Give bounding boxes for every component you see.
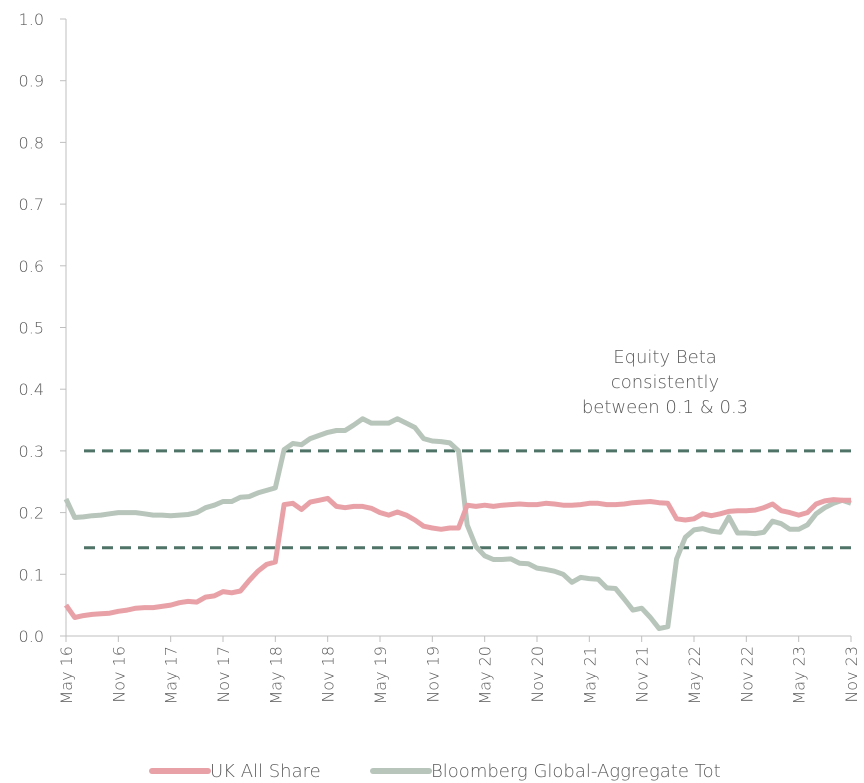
x-tick-label: Nov 21 bbox=[633, 646, 652, 703]
x-tick-label: Nov 17 bbox=[214, 646, 233, 703]
x-tick-label: May 17 bbox=[162, 646, 181, 705]
y-tick-label: 0.7 bbox=[19, 195, 44, 214]
annotation: between 0.1 & 0.3 bbox=[582, 397, 748, 418]
x-tick-label: Nov 18 bbox=[319, 646, 338, 703]
y-tick-label: 0.0 bbox=[19, 627, 44, 646]
x-tick-label: May 23 bbox=[790, 646, 809, 705]
series-line bbox=[63, 416, 852, 632]
x-tick-label: May 21 bbox=[580, 646, 599, 705]
y-tick-label: 0.6 bbox=[19, 257, 44, 276]
annotation: Equity Beta bbox=[613, 347, 717, 368]
x-tick-label: May 18 bbox=[266, 646, 285, 705]
legend-label: UK All Share bbox=[210, 761, 321, 782]
series-line bbox=[63, 495, 851, 620]
legend-label: Bloomberg Global-Aggregate Tot bbox=[431, 761, 721, 782]
x-tick-label: Nov 19 bbox=[423, 646, 442, 703]
y-tick-label: 0.2 bbox=[19, 504, 44, 523]
x-tick-label: May 22 bbox=[685, 646, 704, 705]
x-tick-label: Nov 16 bbox=[109, 646, 128, 703]
x-tick-label: May 16 bbox=[57, 646, 76, 705]
y-tick-label: 0.3 bbox=[19, 442, 44, 461]
x-tick-label: May 19 bbox=[371, 646, 390, 705]
y-tick-label: 0.8 bbox=[19, 133, 44, 152]
y-tick-label: 0.4 bbox=[19, 380, 44, 399]
y-tick-label: 0.9 bbox=[19, 72, 44, 91]
x-tick-label: Nov 20 bbox=[528, 646, 547, 703]
annotation: consistently bbox=[611, 372, 719, 393]
x-tick-label: May 20 bbox=[476, 646, 495, 705]
x-tick-label: Nov 22 bbox=[737, 646, 756, 703]
y-tick-label: 1.0 bbox=[19, 10, 44, 29]
y-tick-label: 0.5 bbox=[19, 319, 44, 338]
y-tick-label: 0.1 bbox=[19, 565, 44, 584]
x-tick-label: Nov 23 bbox=[842, 646, 861, 703]
